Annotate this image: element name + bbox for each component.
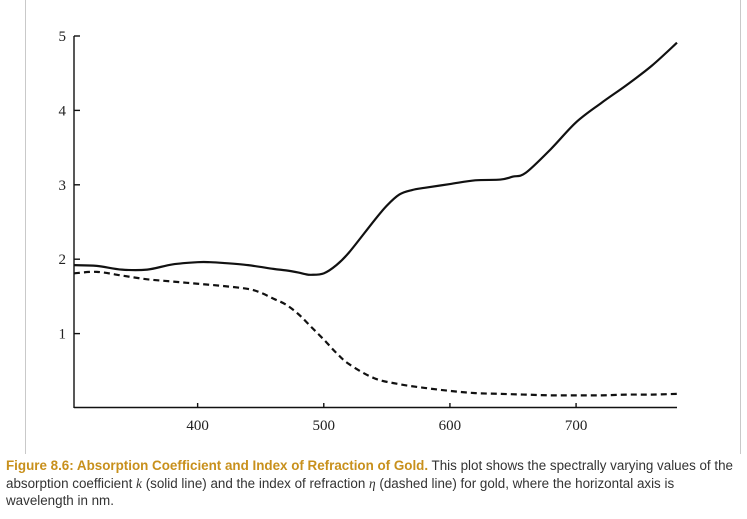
- chart-axes: [73, 36, 677, 409]
- eta-symbol: η: [369, 475, 376, 491]
- caption-title: Figure 8.6: Absorption Coefficient and I…: [6, 458, 429, 473]
- y-tick-label: 4: [59, 103, 67, 119]
- axis-ticks: 400 500 600 700 1 2 3 4 5: [59, 29, 588, 434]
- figure-frame: [25, 0, 741, 454]
- solid-series-line: [73, 41, 678, 276]
- x-tick-label: 600: [439, 418, 462, 434]
- x-tick-label: 700: [565, 418, 588, 434]
- x-tick-label: 500: [313, 418, 336, 434]
- caption-text: (dashed line) for gold, where the horizo…: [6, 475, 675, 509]
- caption-text: This plot shows the spectrally varying v…: [6, 458, 733, 491]
- caption-text: (solid line) and the index of refraction: [141, 475, 370, 491]
- y-tick-label: 3: [59, 178, 67, 194]
- k-symbol: k: [136, 475, 142, 491]
- dashed-series-line: [73, 270, 678, 397]
- x-tick-label: 400: [186, 418, 209, 434]
- figure-caption: Figure 8.6: Absorption Coefficient and I…: [6, 457, 744, 510]
- line-chart: 400 500 600 700 1 2 3 4 5: [59, 29, 678, 434]
- chart-series: [73, 41, 678, 397]
- y-tick-label: 1: [59, 327, 67, 343]
- y-tick-label: 5: [59, 29, 67, 45]
- y-tick-label: 2: [59, 252, 67, 268]
